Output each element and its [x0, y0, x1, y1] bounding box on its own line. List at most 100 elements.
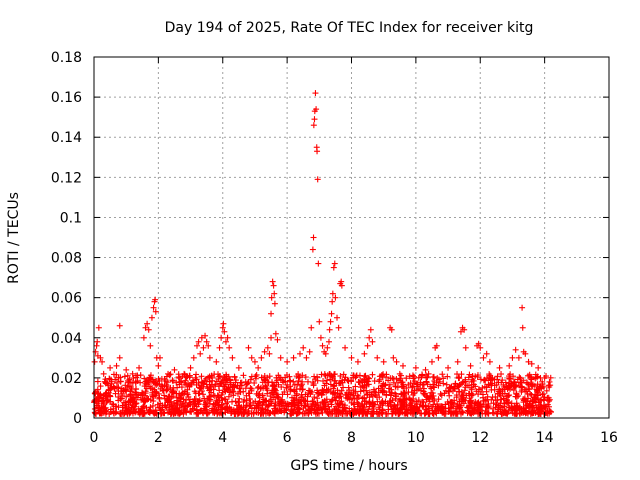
data-point — [144, 320, 151, 327]
data-point — [540, 390, 547, 397]
data-point — [536, 408, 543, 415]
data-point — [367, 326, 374, 333]
data-point — [232, 377, 239, 384]
data-point — [516, 406, 523, 413]
data-point — [147, 397, 154, 404]
data-point — [227, 381, 234, 388]
data-point — [294, 410, 301, 417]
data-point — [247, 399, 254, 406]
data-point — [505, 392, 512, 399]
data-point — [303, 354, 310, 361]
data-point — [117, 378, 124, 385]
data-point — [423, 379, 430, 386]
data-point — [435, 396, 442, 403]
data-point — [439, 371, 446, 378]
data-point — [123, 366, 130, 373]
data-point — [299, 381, 306, 388]
data-point — [153, 382, 160, 389]
data-point — [520, 399, 527, 406]
data-point — [428, 389, 435, 396]
y-tick-label: 0.08 — [51, 251, 82, 267]
data-point — [194, 409, 201, 416]
data-point — [369, 338, 376, 345]
data-point — [514, 402, 521, 409]
data-point — [547, 374, 554, 381]
data-point — [538, 385, 545, 392]
data-point — [284, 391, 291, 398]
data-point — [441, 390, 448, 397]
data-point — [152, 308, 159, 315]
data-point — [512, 393, 519, 400]
data-point — [364, 342, 371, 349]
data-point — [314, 410, 321, 417]
data-point — [165, 370, 172, 377]
data-point — [523, 404, 530, 411]
data-point — [443, 381, 450, 388]
data-point — [380, 358, 387, 365]
data-point — [253, 390, 260, 397]
data-point — [390, 408, 397, 415]
data-point — [338, 282, 345, 289]
data-point — [393, 358, 400, 365]
data-point — [374, 354, 381, 361]
data-point — [350, 390, 357, 397]
data-point — [314, 395, 321, 402]
data-point — [130, 404, 137, 411]
data-point — [120, 399, 127, 406]
data-point — [226, 344, 233, 351]
data-point — [295, 374, 302, 381]
data-point — [95, 324, 102, 331]
data-point — [324, 409, 331, 416]
data-point — [186, 382, 193, 389]
data-point — [99, 397, 106, 404]
data-point — [409, 406, 416, 413]
x-tick-label: 14 — [536, 430, 554, 446]
data-point — [440, 375, 447, 382]
data-point — [186, 396, 193, 403]
data-point — [107, 385, 114, 392]
data-point — [363, 381, 370, 388]
data-point — [259, 409, 266, 416]
data-point — [321, 397, 328, 404]
data-point — [268, 396, 275, 403]
x-tick-labels: 0 2 4 6 8 10 12 14 16 — [90, 430, 618, 446]
data-point — [329, 410, 336, 417]
data-point — [290, 354, 297, 361]
data-point — [435, 354, 442, 361]
data-point — [251, 358, 258, 365]
data-point — [152, 296, 159, 303]
data-point — [529, 381, 536, 388]
data-point — [314, 176, 321, 183]
data-point — [302, 374, 309, 381]
data-point — [219, 389, 226, 396]
data-point — [535, 409, 542, 416]
data-point — [481, 376, 488, 383]
data-point — [154, 401, 161, 408]
data-point — [102, 408, 109, 415]
data-point — [274, 407, 281, 414]
data-point — [270, 387, 277, 394]
data-point — [317, 406, 324, 413]
data-point — [501, 390, 508, 397]
data-point — [415, 374, 422, 381]
data-point — [141, 375, 148, 382]
data-point — [432, 403, 439, 410]
data-point — [270, 282, 277, 289]
data-point — [271, 290, 278, 297]
data-point — [507, 371, 514, 378]
data-point — [267, 393, 274, 400]
data-point — [388, 386, 395, 393]
data-point — [128, 385, 135, 392]
data-point — [256, 402, 263, 409]
data-point — [246, 410, 253, 417]
data-point — [225, 393, 232, 400]
data-point — [165, 393, 172, 400]
data-point — [317, 334, 324, 341]
y-axis-label: ROTI / TECUs — [6, 192, 22, 284]
data-point — [177, 378, 184, 385]
data-point — [475, 340, 482, 347]
data-point — [251, 379, 258, 386]
data-point — [510, 387, 517, 394]
data-point — [323, 389, 330, 396]
data-point — [203, 381, 210, 388]
